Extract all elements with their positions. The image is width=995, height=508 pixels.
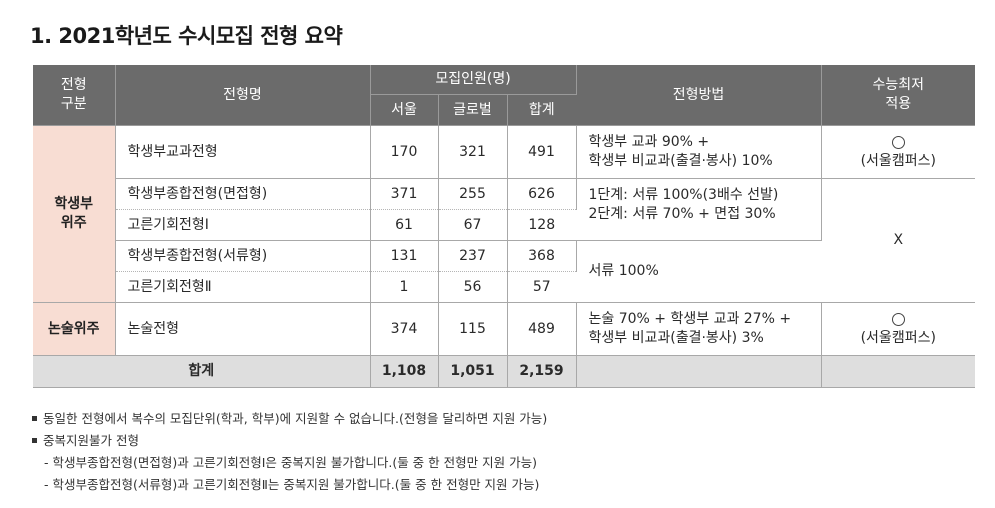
row-global: 67: [438, 209, 508, 241]
method-cell: 1단계: 서류 100%(3배수 선발) 2단계: 서류 70% + 면접 30…: [576, 178, 822, 241]
method-text: 논술 70% + 학생부 교과 27% +: [588, 311, 792, 328]
total-seoul: 1,108: [370, 355, 439, 388]
row-name: 학생부종합전형(서류형): [115, 240, 371, 272]
row-name: 고른기회전형Ⅰ: [115, 209, 371, 241]
bullet-icon: [32, 416, 37, 421]
row-seoul: 131: [370, 240, 439, 272]
table-row: 학생부 위주 학생부교과전형 170 321 491 학생부 교과 90% + …: [33, 125, 976, 303]
row-seoul: 170: [370, 125, 439, 179]
method-cell: 학생부 교과 90% + 학생부 비교과(출결·봉사) 10%: [576, 125, 822, 179]
table-row: 학생부종합전형(서류형) 131 237 368 서류 100%: [33, 240, 975, 303]
method-text: 2단계: 서류 70% + 면접 30%: [588, 205, 776, 222]
header-csat: 수능최저 적용: [821, 65, 976, 126]
row-seoul: 61: [370, 209, 439, 241]
total-row: 합계 1,108 1,051 2,159: [33, 355, 976, 388]
method-text: 학생부 비교과(출결·봉사) 3%: [588, 330, 764, 346]
method-text: 학생부 교과 90% +: [588, 134, 710, 151]
header-category: 전형 구분: [33, 65, 116, 126]
csat-none: X: [821, 178, 976, 303]
method-cell: 서류 100%: [576, 240, 822, 303]
csat-cell: (서울캠퍼스): [821, 125, 976, 179]
total-empty: [576, 355, 822, 388]
table-row: 고른기회전형Ⅱ 1 56 57: [33, 271, 975, 303]
admission-summary-table: 전형 구분 전형명 모집인원(명) 전형방법 수능최저 적용 서울 글로벌 합계…: [33, 65, 976, 388]
note-item: 중복지원불가 전형: [32, 430, 547, 452]
row-name: 고른기회전형Ⅱ: [115, 271, 371, 303]
row-total: 626: [507, 178, 577, 210]
csat-cell: (서울캠퍼스): [821, 302, 976, 356]
total-empty: [821, 355, 976, 388]
row-global: 321: [438, 125, 508, 179]
category-essay: 논술위주: [33, 302, 116, 356]
notes: 동일한 전형에서 복수의 모집단위(학과, 학부)에 지원할 수 없습니다.(전…: [32, 408, 547, 496]
row-seoul: 374: [370, 302, 439, 356]
row-global: 237: [438, 240, 508, 272]
row-total: 489: [507, 302, 577, 356]
total-total: 2,159: [507, 355, 577, 388]
row-global: 255: [438, 178, 508, 210]
row-total: 368: [507, 240, 577, 272]
row-global: 56: [438, 271, 508, 303]
row-name: 학생부교과전형: [115, 125, 371, 179]
note-subitem: - 학생부종합전형(서류형)과 고른기회전형Ⅱ는 중복지원 불가합니다.(둘 중…: [44, 477, 540, 492]
note-item: 동일한 전형에서 복수의 모집단위(학과, 학부)에 지원할 수 없습니다.(전…: [32, 408, 547, 430]
row-total: 57: [507, 271, 577, 303]
circle-icon: [891, 312, 905, 326]
header-global: 글로벌: [438, 94, 508, 126]
csat-campus: (서울캠퍼스): [860, 153, 936, 169]
method-text: 학생부 비교과(출결·봉사) 10%: [588, 153, 773, 169]
header-recruit: 모집인원(명): [370, 65, 577, 95]
table-row: 고른기회전형Ⅰ 61 67 128: [33, 209, 975, 241]
bullet-icon: [32, 438, 37, 443]
page-title: 1. 2021학년도 수시모집 전형 요약: [30, 24, 343, 48]
header-seoul: 서울: [370, 94, 439, 126]
row-name: 논술전형: [115, 302, 371, 356]
note-subitem: - 학생부종합전형(면접형)과 고른기회전형Ⅰ은 중복지원 불가합니다.(둘 중…: [44, 455, 537, 470]
row-seoul: 1: [370, 271, 439, 303]
row-global: 115: [438, 302, 508, 356]
row-seoul: 371: [370, 178, 439, 210]
row-total: 128: [507, 209, 577, 241]
header-method: 전형방법: [576, 65, 822, 126]
row-name: 학생부종합전형(면접형): [115, 178, 371, 210]
total-global: 1,051: [438, 355, 508, 388]
row-total: 491: [507, 125, 577, 179]
circle-icon: [891, 135, 905, 149]
csat-campus: (서울캠퍼스): [860, 330, 936, 346]
method-cell: 논술 70% + 학생부 교과 27% + 학생부 비교과(출결·봉사) 3%: [576, 302, 822, 356]
method-text: 1단계: 서류 100%(3배수 선발): [588, 187, 779, 203]
table-row: 학생부종합전형(면접형) 371 255 626 1단계: 서류 100%(3배…: [33, 178, 976, 303]
header-name: 전형명: [115, 65, 371, 126]
table-row: 논술위주 논술전형 374 115 489 논술 70% + 학생부 교과 27…: [33, 302, 976, 356]
category-record: 학생부 위주: [33, 125, 116, 303]
total-label: 합계: [33, 355, 371, 388]
header-total: 합계: [507, 94, 577, 126]
